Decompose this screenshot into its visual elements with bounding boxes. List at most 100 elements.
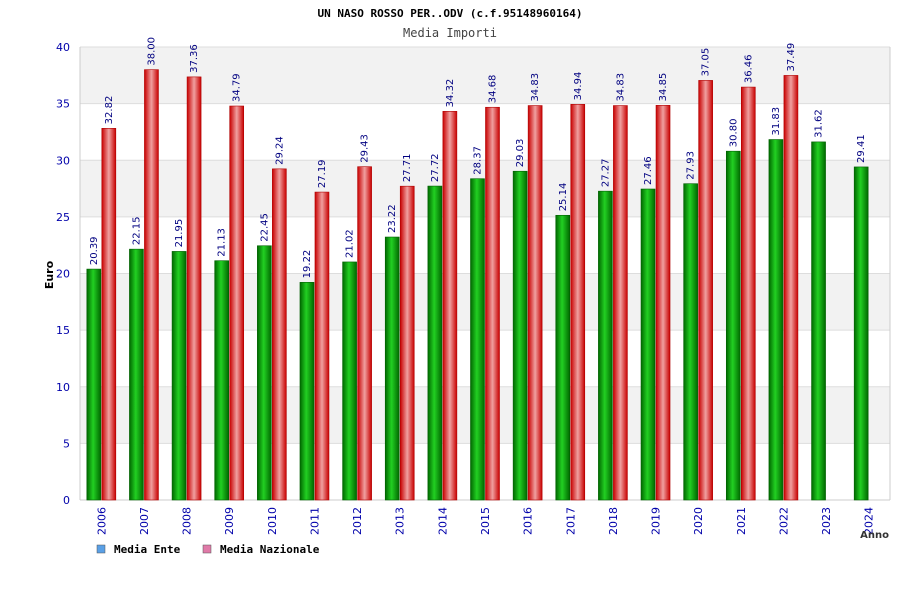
bar-media-nazionale [101,128,117,501]
y-tick-label: 40 [56,41,70,54]
data-label: 34.32 [445,79,456,108]
x-tick-label: 2013 [394,507,407,535]
data-label: 27.71 [402,154,413,183]
plot-band [80,443,890,500]
x-tick-label: 2011 [308,507,321,535]
data-label: 29.24 [274,136,285,165]
data-label: 21.02 [345,229,356,258]
x-tick-label: 2016 [522,507,535,535]
y-axis: 0 5 10 15 20 25 30 35 40 [56,41,70,507]
data-label: 29.43 [360,134,371,163]
x-tick-label: 2015 [479,507,492,535]
y-tick-label: 15 [56,324,70,337]
x-tick-label: 2020 [692,507,705,535]
data-label: 21.95 [174,219,185,248]
bar-media-nazionale [144,69,159,501]
data-label: 31.62 [814,109,825,138]
plot-band [80,330,890,387]
bar-media-ente [768,139,784,501]
data-label: 28.37 [473,146,484,175]
plot-band [80,216,890,274]
plot-band [80,386,890,444]
bar-media-ente [427,185,443,501]
bar-media-nazionale [783,75,799,501]
data-label: 27.93 [686,151,697,180]
x-tick-label: 2018 [607,507,620,535]
x-axis-label: Anno [860,530,889,541]
data-label: 37.36 [189,44,200,73]
x-tick-label: 2006 [95,507,108,535]
data-label: 27.19 [317,159,328,188]
data-label: 29.41 [856,134,867,163]
data-label: 38.00 [146,37,157,66]
bar-media-ente [171,251,187,501]
data-label: 34.83 [615,73,626,102]
x-tick-label: 2010 [266,507,279,535]
legend-swatch [96,544,106,554]
y-tick-label: 0 [63,494,70,507]
data-label: 32.82 [104,96,115,125]
data-label: 34.79 [232,73,243,102]
bar-media-ente [725,150,741,501]
data-label: 25.14 [558,183,569,212]
bar-media-ente [214,260,230,501]
bar-media-nazionale [399,185,415,501]
legend-label: Media Nazionale [220,543,320,556]
x-tick-label: 2019 [650,507,663,535]
bar-layer [86,69,869,501]
bar-media-ente [640,188,656,501]
y-tick-label: 20 [56,268,70,281]
data-label: 27.27 [600,159,611,188]
x-tick-label: 2024 [863,507,876,535]
plot-band [80,47,890,104]
bar-media-nazionale [186,76,202,501]
plot-band [80,103,890,161]
bar-media-nazionale [229,105,245,501]
bar-media-nazionale [442,111,458,501]
x-tick-label: 2017 [564,507,577,535]
bar-media-nazionale [485,106,500,501]
y-tick-label: 25 [56,211,70,224]
data-label: 22.15 [131,217,142,246]
bar-media-ente [683,183,698,501]
plot-background [79,46,891,501]
x-axis: 2006 2007 2008 2009 2010 2011 2012 2013 2014 2015… [95,507,875,535]
data-label: 22.45 [259,213,270,242]
data-label-layer: 20.39 22.15 21.95 21.13 22.45 19.22 21.02 23.22… [89,37,867,278]
plot-band [80,160,890,217]
data-label: 34.83 [530,73,541,102]
bar-media-nazionale [314,191,330,501]
data-label: 20.39 [89,236,100,265]
bar-media-nazionale [655,105,671,501]
bar-media-nazionale [740,86,756,501]
bar-media-ente [853,166,869,501]
data-label: 36.46 [743,54,754,83]
data-label: 34.94 [573,72,584,101]
x-tick-label: 2023 [820,507,833,535]
bar-media-ente [555,214,571,501]
chart-title: UN NASO ROSSO PER..ODV (c.f.95148960164) [318,7,583,20]
y-tick-label: 30 [56,154,70,167]
bar-media-ente [129,248,144,501]
data-label: 29.03 [515,139,526,168]
bar-media-ente [470,178,485,501]
y-axis-label: Euro [43,260,56,289]
bar-media-ente [384,236,400,501]
data-label: 23.22 [387,204,398,233]
bar-media-ente [811,141,826,501]
bar-media-ente [512,170,528,501]
x-tick-label: 2014 [436,507,449,535]
bar-media-nazionale [698,80,713,501]
bar-media-nazionale [272,168,287,501]
y-tick-label: 10 [56,381,70,394]
x-tick-label: 2007 [138,507,151,535]
data-label: 21.13 [217,228,228,257]
bar-media-ente [299,282,315,501]
x-tick-label: 2012 [351,507,364,535]
data-label: 34.68 [488,75,499,104]
data-label: 34.85 [658,73,669,102]
bar-media-ente [86,268,102,501]
data-label: 37.49 [786,43,797,72]
